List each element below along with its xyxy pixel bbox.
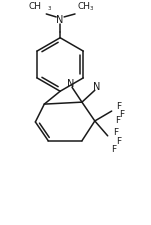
Text: F: F	[117, 102, 122, 111]
Text: N: N	[56, 15, 64, 25]
Text: N: N	[93, 82, 100, 92]
Text: F: F	[113, 128, 118, 137]
Text: CH: CH	[28, 2, 41, 11]
Text: $_3$: $_3$	[47, 4, 52, 13]
Text: CH: CH	[78, 2, 91, 11]
Text: F: F	[116, 137, 121, 146]
Text: N: N	[67, 79, 75, 89]
Text: F: F	[111, 145, 116, 154]
Text: F: F	[120, 110, 125, 119]
Text: F: F	[115, 117, 120, 126]
Text: $_3$: $_3$	[89, 4, 94, 13]
